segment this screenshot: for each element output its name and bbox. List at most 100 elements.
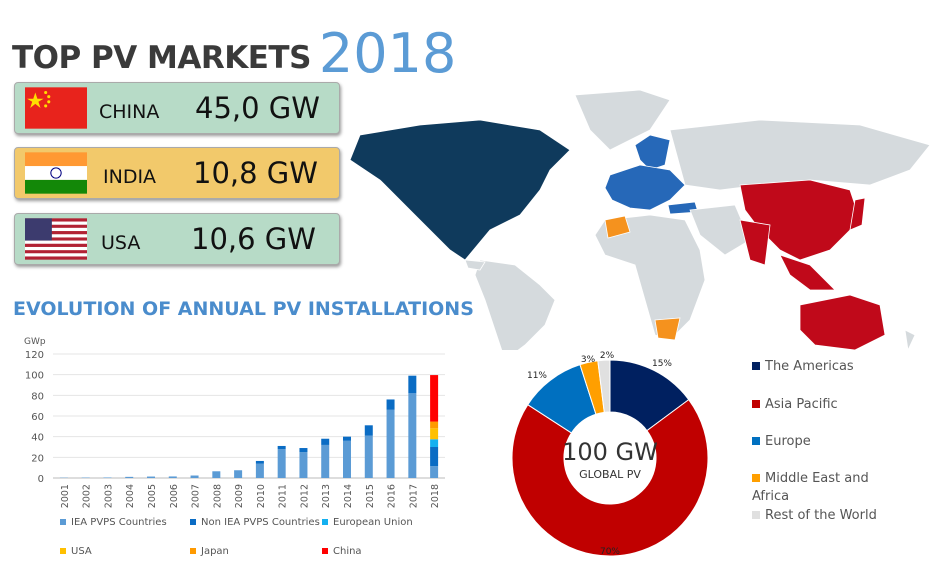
bar-segment-2013: [321, 438, 330, 445]
donut-legend-item: Rest of the World: [752, 507, 877, 525]
donut-legend-item: Europe: [752, 433, 811, 451]
legend-swatch: [322, 519, 328, 525]
donut-legend-item: Middle East and Africa: [752, 471, 869, 504]
x-tick-label: 2006: [169, 484, 180, 508]
legend-item: USA: [60, 546, 92, 557]
market-value: 10,6 GW: [191, 222, 316, 256]
donut-chart: 15% 70% 11% 3% 2% 100 GW GLOBAL PV: [511, 351, 709, 557]
market-value: 45,0 GW: [195, 91, 320, 125]
slice-label: 15%: [652, 359, 672, 369]
bar-segment-2015: [364, 435, 373, 478]
bar-segment-2015: [364, 425, 373, 436]
legend-item: IEA PVPS Countries: [60, 517, 167, 528]
bar-chart: GWp 0 20 40 60 80 100 120 2001 2002 2003 2004 2005 20…: [24, 337, 445, 508]
map-region-new-zealand: [904, 329, 916, 350]
x-tick-label: 2001: [60, 484, 71, 508]
x-tick-label: 2018: [430, 484, 441, 508]
y-axis-unit: GWp: [24, 337, 46, 347]
bar-segment-2010: [255, 463, 264, 478]
x-tick-label: 2007: [191, 484, 202, 508]
bar-segment-2016: [386, 399, 395, 410]
donut-slice: [597, 359, 611, 413]
market-country: CHINA: [99, 101, 160, 123]
market-card-usa: USA 10,6 GW: [14, 213, 340, 265]
legend-item: Non IEA PVPS Countries: [190, 517, 320, 528]
bar-segment-2011: [277, 449, 286, 478]
bar-segment-2008: [212, 471, 221, 478]
bar-chart-title: EVOLUTION OF ANNUAL PV INSTALLATIONS: [13, 298, 474, 320]
x-tick-label: 2015: [365, 484, 376, 508]
donut-legend-item: The Americas: [752, 358, 854, 376]
map-region-north-america: [349, 119, 571, 261]
usa-flag-icon: [25, 218, 87, 260]
x-tick-label: 2010: [256, 484, 267, 508]
donut-center-value: 100 GW: [562, 438, 658, 466]
bar-segment-2017: [408, 393, 417, 478]
donut-center-label: GLOBAL PV: [579, 468, 641, 481]
map-region-middle-east: [689, 204, 751, 256]
legend-swatch: [322, 548, 328, 554]
market-value: 10,8 GW: [193, 156, 318, 190]
china-flag-icon: [25, 87, 87, 129]
india-flag-icon: [25, 152, 87, 194]
bar-segment-2013: [321, 444, 330, 478]
map-region-south-africa: [654, 317, 681, 341]
x-tick-label: 2013: [321, 484, 332, 508]
bar-segment-2016: [386, 409, 395, 478]
legend-item: Japan: [190, 546, 229, 557]
market-card-china: CHINA 45,0 GW: [14, 82, 340, 134]
bar-segment-2010: [255, 460, 264, 464]
legend-swatch: [190, 519, 196, 525]
market-card-india: INDIA 10,8 GW: [14, 147, 340, 199]
bar-segment-2007: [190, 475, 199, 478]
map-region-scandinavia: [634, 134, 671, 171]
map-region-north-africa-west: [604, 215, 631, 239]
page-title: TOP PV MARKETS 2018: [12, 22, 456, 85]
x-tick-label: 2016: [387, 484, 398, 508]
map-region-japan: [849, 197, 866, 231]
slice-label: 70%: [600, 547, 620, 557]
bar-segment-2018: [430, 421, 439, 429]
bar-segment-2014: [343, 440, 351, 478]
market-country: INDIA: [103, 166, 157, 188]
slice-label: 11%: [527, 371, 547, 381]
x-tick-label: 2017: [408, 484, 419, 508]
map-region-africa: [594, 214, 706, 341]
slice-label: 2%: [600, 351, 615, 361]
bar-segment-2018: [430, 375, 439, 422]
map-region-china-east-asia: [739, 179, 861, 261]
title-main: TOP PV MARKETS: [12, 40, 311, 76]
bar-segment-2014: [343, 436, 351, 441]
slice-label: 3%: [581, 355, 596, 365]
x-tick-label: 2014: [343, 484, 354, 508]
bar-segment-2012: [299, 452, 308, 478]
legend-item: European Union: [322, 517, 413, 528]
bar-segment-2005: [147, 476, 155, 478]
x-tick-label: 2012: [299, 484, 310, 508]
y-tick-label: 80: [31, 391, 44, 402]
y-tick-label: 0: [38, 474, 44, 485]
map-region-southeast-asia: [779, 254, 836, 291]
bar-segment-2012: [299, 448, 308, 453]
x-tick-label: 2005: [147, 484, 158, 508]
map-region-india: [739, 219, 771, 266]
bar-segment-2018: [430, 447, 439, 467]
x-tick-label: 2003: [103, 484, 114, 508]
y-tick-label: 100: [25, 371, 44, 382]
bar-segment-2018: [430, 466, 439, 478]
y-tick-label: 120: [25, 350, 44, 361]
map-region-australia: [799, 294, 886, 350]
bar-segment-2009: [234, 470, 243, 478]
legend-swatch: [60, 548, 66, 554]
legend-swatch: [60, 519, 66, 525]
legend-swatch: [190, 548, 196, 554]
bar-segment-2011: [277, 445, 286, 450]
map-region-greenland: [574, 90, 671, 151]
bar-segment-2004: [125, 476, 134, 478]
y-tick-label: 20: [31, 453, 44, 464]
donut-slice: [511, 398, 709, 557]
donut-legend-item: Asia Pacific: [752, 396, 838, 414]
map-region-central-america: [464, 259, 486, 271]
bar-segment-2003: [103, 477, 112, 478]
